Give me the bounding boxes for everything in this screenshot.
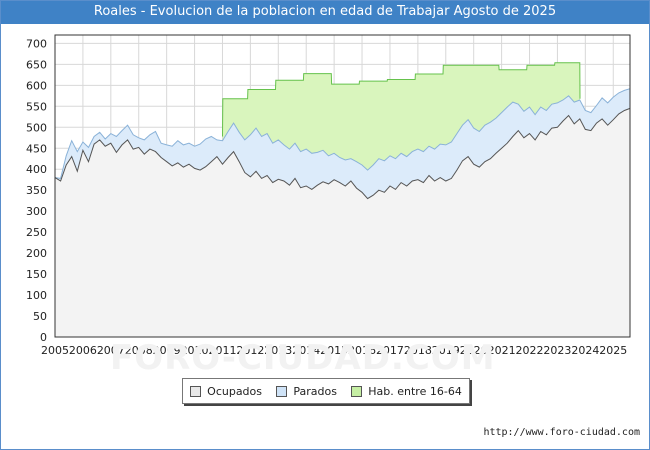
y-tick-label: 450	[26, 142, 47, 155]
y-tick-label: 100	[26, 289, 47, 302]
series-ocupados-line	[54, 107, 631, 200]
legend-item-ocupados: Ocupados	[190, 385, 262, 398]
y-tick-label: 0	[40, 331, 47, 344]
y-tick-label: 150	[26, 268, 47, 281]
legend-label-habitantes: Hab. entre 16-64	[368, 384, 462, 398]
x-tick-label: 2006	[69, 344, 97, 357]
y-tick-label: 250	[26, 226, 47, 239]
y-tick-label: 300	[26, 205, 47, 218]
x-tick-label: 2007	[97, 344, 125, 357]
legend: Ocupados Parados Hab. entre 16-64	[182, 378, 470, 404]
x-tick-label: 2014	[292, 344, 320, 357]
y-tick-label: 350	[26, 184, 47, 197]
y-tick-label: 50	[33, 310, 47, 323]
legend-swatch-habitantes	[351, 385, 363, 397]
chart-area: 0 50 100 150 200 250 300 350 400 450 500 550 600 650 7…	[26, 34, 631, 357]
x-tick-label: 2015	[320, 344, 348, 357]
x-tick-label: 2018	[404, 344, 432, 357]
y-tick-label: 200	[26, 247, 47, 260]
plot-border	[54, 34, 631, 338]
y-tick-label: 650	[26, 58, 47, 71]
legend-label-parados: Parados	[293, 384, 337, 398]
y-tick-label: 600	[26, 79, 47, 92]
footer-url[interactable]: http://www.foro-ciudad.com	[483, 427, 640, 438]
y-tick-label: 500	[26, 121, 47, 134]
x-axis-ticks: 2005 2006 2007 2008 2009 2010 2011 2012 2013 2014…	[41, 344, 627, 357]
legend-label-ocupados: Ocupados	[207, 384, 263, 398]
series-areas	[54, 62, 631, 338]
x-tick-label: 2011	[208, 344, 236, 357]
x-tick-label: 2013	[264, 344, 292, 357]
chart-title: Roales - Evolucion de la poblacion en ed…	[0, 0, 650, 24]
x-tick-label: 2022	[516, 344, 544, 357]
x-tick-label: 2012	[236, 344, 264, 357]
series-habitantes-line	[222, 62, 581, 137]
x-tick-label: 2009	[153, 344, 181, 357]
x-tick-label: 2021	[488, 344, 516, 357]
series-ocupados-area	[55, 108, 630, 338]
x-tick-label: 2005	[41, 344, 69, 357]
legend-item-habitantes: Hab. entre 16-64	[351, 385, 462, 398]
legend-item-parados: Parados	[276, 385, 337, 398]
watermark: FORO-CIUDAD.COM	[110, 338, 496, 378]
y-tick-label: 400	[26, 163, 47, 176]
x-tick-label: 2016	[348, 344, 376, 357]
x-tick-label: 2017	[376, 344, 404, 357]
series-parados-line	[54, 88, 631, 179]
x-tick-label: 2025	[599, 344, 627, 357]
x-tick-label: 2008	[125, 344, 153, 357]
y-axis-ticks: 0 50 100 150 200 250 300 350 400 450 500 550 600 650 7…	[26, 37, 47, 344]
y-tick-label: 700	[26, 37, 47, 50]
x-tick-label: 2020	[460, 344, 488, 357]
x-tick-label: 2024	[571, 344, 599, 357]
x-tick-label: 2010	[181, 344, 209, 357]
x-tick-label: 2023	[543, 344, 571, 357]
legend-swatch-ocupados	[190, 385, 202, 397]
x-tick-label: 2019	[432, 344, 460, 357]
legend-swatch-parados	[276, 385, 288, 397]
y-tick-label: 550	[26, 100, 47, 113]
